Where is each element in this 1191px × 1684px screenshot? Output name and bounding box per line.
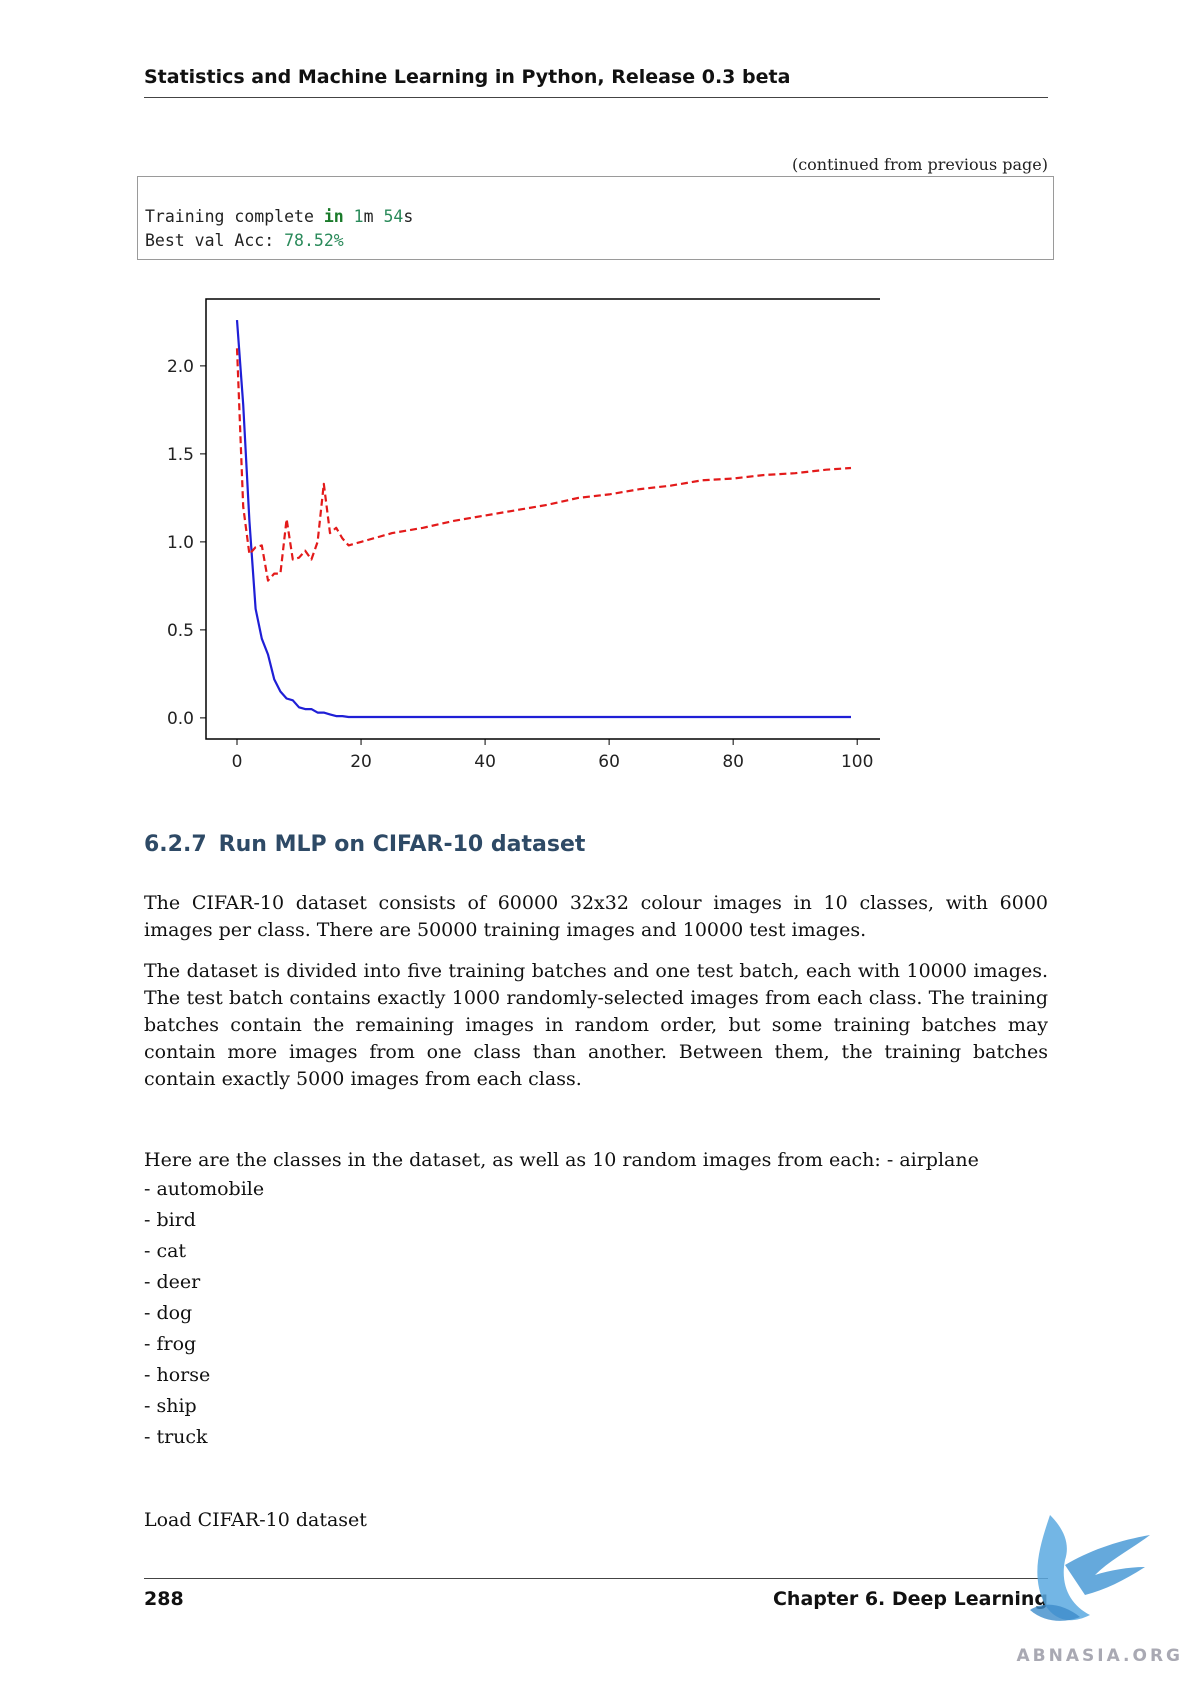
- list-item: - truck: [144, 1426, 208, 1448]
- code-line-training-complete: Training complete in 1m 54s: [145, 207, 413, 226]
- chapter-title: Chapter 6. Deep Learning: [772, 1588, 1048, 1610]
- list-item: - frog: [144, 1333, 197, 1355]
- y-tick-label: 0.0: [167, 709, 194, 729]
- list-item: - cat: [144, 1240, 187, 1262]
- x-tick-label: 60: [598, 752, 620, 772]
- code-text: [344, 207, 354, 226]
- x-tick-label: 0: [232, 752, 243, 772]
- list-item: - dog: [144, 1302, 193, 1324]
- series-line-1: [235, 320, 851, 719]
- y-tick-label: 1.5: [167, 445, 194, 465]
- continued-note: (continued from previous page): [791, 155, 1048, 174]
- x-tick-label: 20: [350, 752, 372, 772]
- section-title-text: Run MLP on CIFAR-10 dataset: [218, 832, 586, 857]
- watermark-logo: [1030, 1515, 1150, 1621]
- header-rule: [144, 97, 1048, 98]
- plot-frame: [205, 298, 880, 740]
- y-tick-label: 1.0: [167, 533, 194, 553]
- code-number: 54: [383, 207, 404, 226]
- code-number: 78.52%: [284, 231, 344, 250]
- page-number: 288: [144, 1588, 184, 1610]
- section-heading: 6.2.7 Run MLP on CIFAR-10 dataset: [144, 832, 585, 857]
- code-output-block: Training complete in 1m 54s Best val Acc…: [137, 176, 1054, 260]
- code-text: Best val Acc:: [145, 231, 285, 250]
- list-item: - horse: [144, 1364, 211, 1386]
- load-dataset-text: Load CIFAR-10 dataset: [144, 1509, 367, 1531]
- page-header-title: Statistics and Machine Learning in Pytho…: [144, 66, 791, 88]
- list-item: - bird: [144, 1209, 196, 1231]
- paragraph-classes-intro: Here are the classes in the dataset, as …: [144, 1149, 979, 1171]
- code-keyword: in: [323, 207, 344, 226]
- code-text: Training complete: [145, 207, 324, 226]
- x-tick-label: 100: [841, 752, 873, 772]
- y-tick-label: 0.5: [167, 621, 194, 641]
- list-item: - deer: [144, 1271, 201, 1293]
- paragraph-batches: The dataset is divided into five trainin…: [144, 960, 1048, 1090]
- list-item: - automobile: [144, 1178, 265, 1200]
- series-line-2: [235, 348, 852, 582]
- loss-chart: 0 20 40 60 80 100 0.0 0.5 1.0 1.5 2.0: [167, 298, 880, 772]
- y-tick-label: 2.0: [167, 357, 194, 377]
- section-number: 6.2.7: [144, 832, 207, 857]
- code-number: 1: [353, 207, 364, 226]
- paragraph-cifar-intro: The CIFAR-10 dataset consists of 60000 3…: [144, 892, 1048, 941]
- footer-rule: [144, 1578, 1048, 1579]
- list-item: - ship: [144, 1395, 197, 1417]
- class-list: - automobile - bird - cat - deer - dog -…: [144, 1174, 264, 1453]
- code-text: m: [363, 207, 384, 226]
- code-text: s: [403, 207, 414, 226]
- x-tick-label: 40: [474, 752, 496, 772]
- x-tick-label: 80: [722, 752, 744, 772]
- code-line-best-acc: Best val Acc: 78.52%: [145, 231, 344, 250]
- watermark-text: ABNASIA.ORG: [1016, 1646, 1183, 1666]
